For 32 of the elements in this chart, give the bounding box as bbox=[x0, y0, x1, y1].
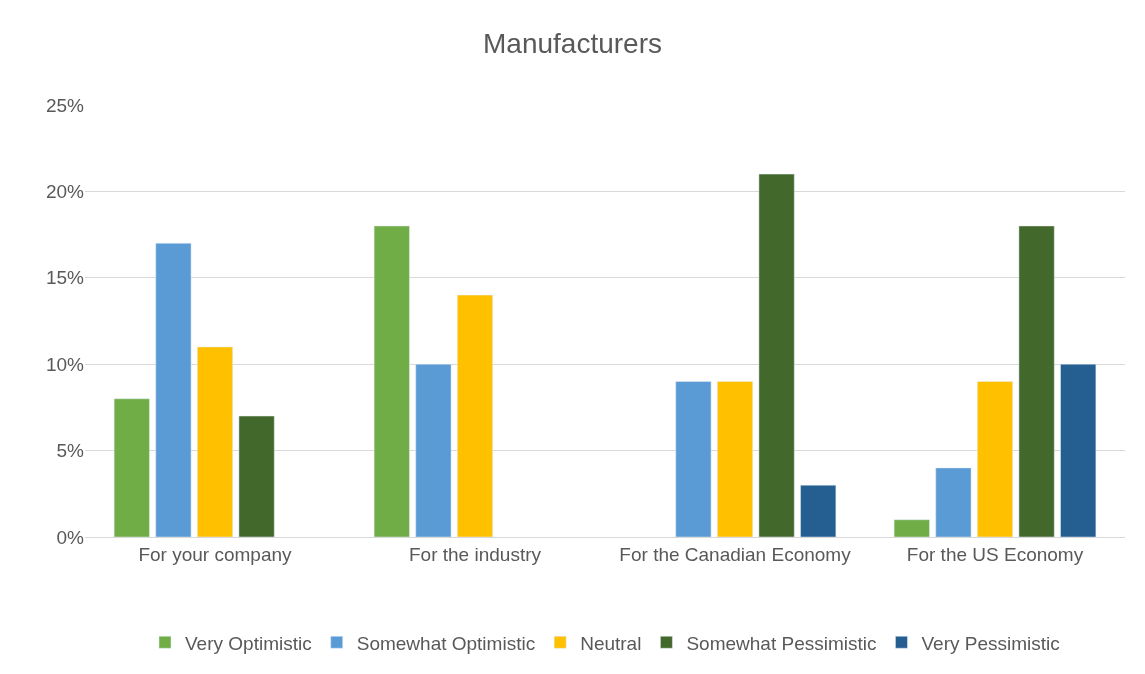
y-tick-label: 10% bbox=[45, 353, 85, 375]
bar bbox=[373, 225, 410, 537]
y-tick-label: 5% bbox=[56, 440, 85, 462]
legend-label: Somewhat Pessimistic bbox=[686, 632, 877, 654]
bar bbox=[758, 173, 795, 537]
bar bbox=[717, 381, 753, 537]
legend-label: Somewhat Optimistic bbox=[356, 632, 536, 654]
bar bbox=[457, 294, 493, 537]
x-tick-label: For your company bbox=[138, 543, 293, 565]
bar bbox=[935, 467, 972, 537]
legend-label: Neutral bbox=[580, 632, 642, 654]
y-tick-label: 15% bbox=[45, 267, 85, 289]
bar bbox=[675, 381, 712, 537]
bar bbox=[893, 519, 930, 537]
bar bbox=[197, 346, 233, 537]
y-tick-label: 0% bbox=[56, 526, 85, 548]
bar bbox=[415, 363, 452, 537]
x-tick-label: For the Canadian Economy bbox=[619, 543, 852, 565]
bar bbox=[1018, 225, 1055, 537]
bar bbox=[1060, 363, 1097, 537]
bar bbox=[800, 484, 837, 537]
bar bbox=[113, 398, 150, 537]
x-tick-label: For the industry bbox=[409, 543, 542, 565]
legend-label: Very Pessimistic bbox=[921, 632, 1060, 654]
bar bbox=[238, 415, 275, 537]
x-tick-label: For the US Economy bbox=[906, 543, 1084, 565]
y-tick-label: 25% bbox=[45, 94, 85, 116]
y-tick-label: 20% bbox=[45, 181, 85, 203]
legend-label: Very Optimistic bbox=[185, 632, 312, 654]
bar bbox=[155, 242, 192, 537]
chart-title: Manufacturers bbox=[483, 28, 662, 60]
bar bbox=[977, 381, 1013, 537]
